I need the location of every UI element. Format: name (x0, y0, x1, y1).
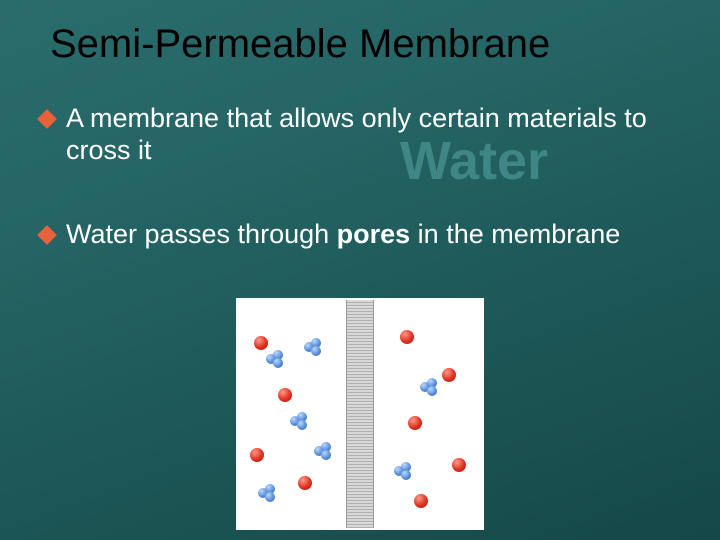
blue-molecule (265, 492, 275, 502)
red-molecule (442, 368, 456, 382)
red-molecule (278, 388, 292, 402)
bullet-2-pre: Water passes through (66, 219, 337, 249)
bullet-marker-icon (37, 109, 57, 129)
bullet-2-post: in the membrane (410, 219, 620, 249)
bullet-1-text: A membrane that allows only certain mate… (66, 102, 680, 167)
bullet-1: A membrane that allows only certain mate… (40, 102, 680, 167)
bullet-marker-icon (37, 225, 57, 245)
blue-molecule (273, 358, 283, 368)
bullet-2: Water passes through pores in the membra… (40, 218, 680, 250)
slide: Semi-Permeable Membrane A membrane that … (0, 0, 720, 540)
blue-molecule (427, 386, 437, 396)
slide-title: Semi-Permeable Membrane (50, 22, 690, 67)
water-watermark: Water (400, 130, 548, 192)
red-molecule (452, 458, 466, 472)
red-molecule (254, 336, 268, 350)
membrane-diagram (236, 298, 484, 530)
blue-molecule (321, 450, 331, 460)
blue-molecule (401, 470, 411, 480)
red-molecule (400, 330, 414, 344)
red-molecule (408, 416, 422, 430)
bullet-2-bold: pores (337, 219, 411, 249)
blue-molecule (311, 346, 321, 356)
red-molecule (414, 494, 428, 508)
membrane-strip (346, 300, 374, 528)
red-molecule (250, 448, 264, 462)
bullet-2-text: Water passes through pores in the membra… (66, 218, 620, 250)
red-molecule (298, 476, 312, 490)
blue-molecule (297, 420, 307, 430)
